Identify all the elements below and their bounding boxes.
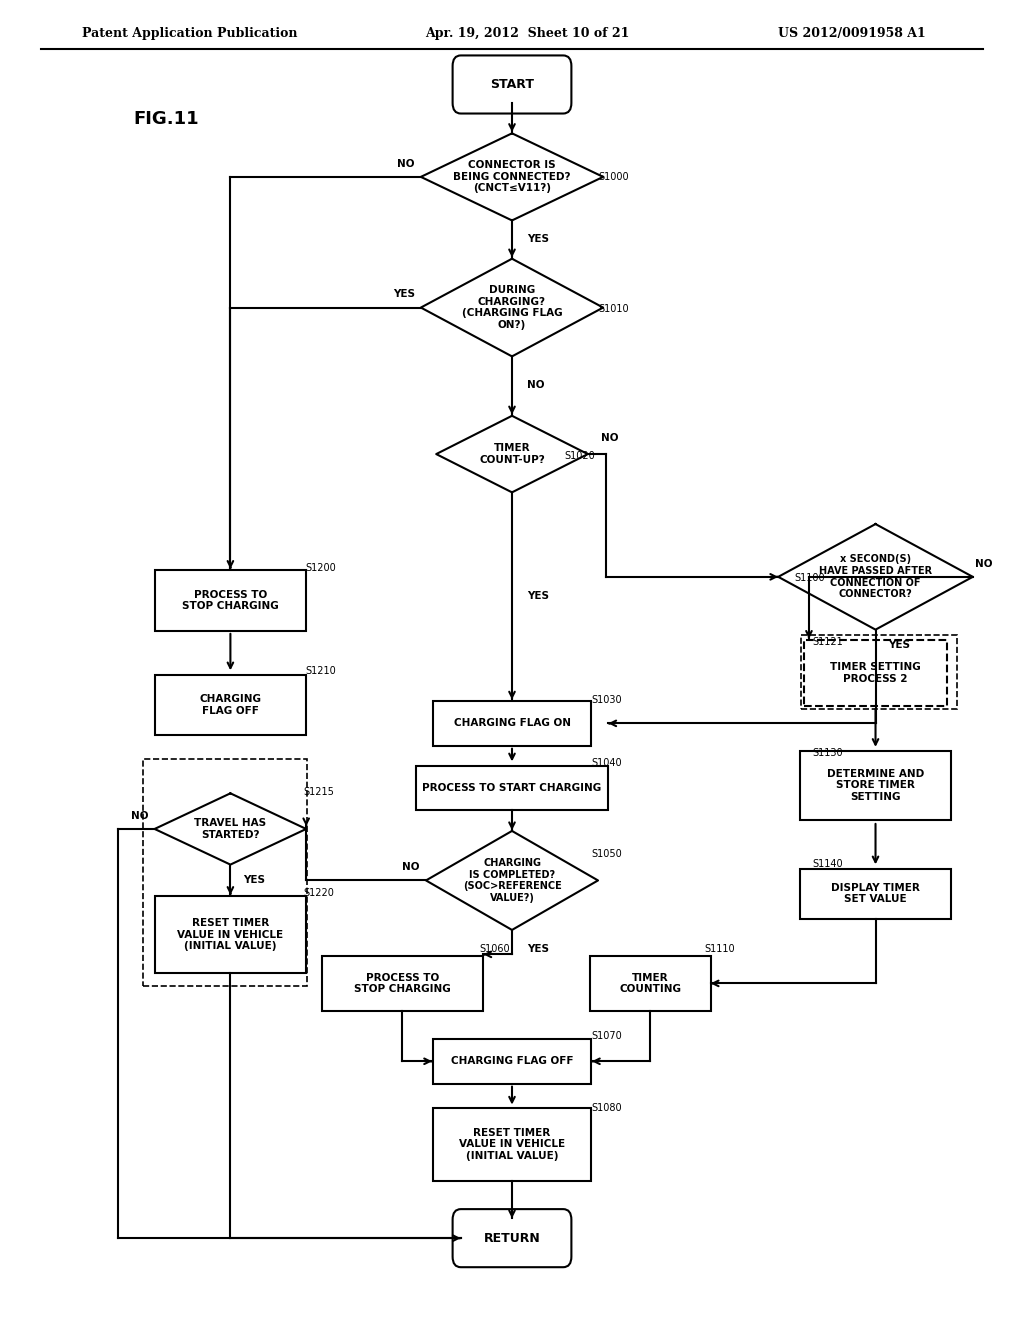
Text: NO: NO	[397, 158, 415, 169]
Text: S1080: S1080	[592, 1102, 623, 1113]
Text: DISPLAY TIMER
SET VALUE: DISPLAY TIMER SET VALUE	[831, 883, 920, 904]
Bar	[800, 751, 951, 820]
Text: START: START	[490, 78, 534, 91]
FancyBboxPatch shape	[453, 1209, 571, 1267]
Text: S1060: S1060	[479, 944, 510, 954]
Text: RETURN: RETURN	[483, 1232, 541, 1245]
Text: RESET TIMER
VALUE IN VEHICLE
(INITIAL VALUE): RESET TIMER VALUE IN VEHICLE (INITIAL VA…	[177, 917, 284, 952]
Text: NO: NO	[527, 380, 545, 391]
Bar	[155, 896, 306, 973]
Text: DURING
CHARGING?
(CHARGING FLAG
ON?): DURING CHARGING? (CHARGING FLAG ON?)	[462, 285, 562, 330]
Polygon shape	[421, 259, 603, 356]
Text: NO: NO	[975, 558, 993, 569]
Text: TIMER SETTING
PROCESS 2: TIMER SETTING PROCESS 2	[830, 663, 921, 684]
Text: S1040: S1040	[592, 758, 623, 768]
Bar	[432, 1109, 592, 1180]
Bar	[155, 570, 306, 631]
Text: S1030: S1030	[592, 694, 623, 705]
Text: PROCESS TO START CHARGING: PROCESS TO START CHARGING	[422, 783, 602, 793]
Text: Patent Application Publication: Patent Application Publication	[82, 26, 297, 40]
Text: S1000: S1000	[598, 172, 629, 182]
Polygon shape	[436, 416, 588, 492]
Text: US 2012/0091958 A1: US 2012/0091958 A1	[778, 26, 926, 40]
Text: PROCESS TO
STOP CHARGING: PROCESS TO STOP CHARGING	[354, 973, 451, 994]
Text: CHARGING
FLAG OFF: CHARGING FLAG OFF	[200, 694, 261, 715]
Text: FIG.11: FIG.11	[133, 110, 199, 128]
Text: CHARGING FLAG ON: CHARGING FLAG ON	[454, 718, 570, 729]
Bar	[416, 766, 608, 810]
Text: RESET TIMER
VALUE IN VEHICLE
(INITIAL VALUE): RESET TIMER VALUE IN VEHICLE (INITIAL VA…	[459, 1127, 565, 1162]
Polygon shape	[778, 524, 973, 630]
Text: S1070: S1070	[592, 1031, 623, 1041]
Bar	[801, 635, 957, 709]
Text: S1140: S1140	[812, 858, 843, 869]
Text: NO: NO	[600, 433, 618, 444]
Text: S1215: S1215	[303, 787, 334, 797]
Text: CONNECTOR IS
BEING CONNECTED?
(CNCT≤V11?): CONNECTOR IS BEING CONNECTED? (CNCT≤V11?…	[454, 160, 570, 194]
Text: YES: YES	[527, 591, 549, 601]
Text: YES: YES	[888, 640, 909, 651]
Bar	[804, 640, 947, 706]
Text: YES: YES	[393, 289, 415, 300]
Bar	[590, 956, 711, 1011]
Text: S1121: S1121	[812, 636, 843, 647]
FancyBboxPatch shape	[453, 55, 571, 114]
Text: DETERMINE AND
STORE TIMER
SETTING: DETERMINE AND STORE TIMER SETTING	[827, 768, 924, 803]
Polygon shape	[426, 832, 598, 929]
Text: YES: YES	[527, 234, 549, 244]
Bar	[143, 759, 307, 986]
Text: S1100: S1100	[795, 573, 825, 583]
Bar	[322, 956, 483, 1011]
Text: x SECOND(S)
HAVE PASSED AFTER
CONNECTION OF
CONNECTOR?: x SECOND(S) HAVE PASSED AFTER CONNECTION…	[819, 554, 932, 599]
Polygon shape	[155, 793, 306, 865]
Text: S1050: S1050	[592, 849, 623, 859]
Text: TIMER
COUNTING: TIMER COUNTING	[620, 973, 681, 994]
Text: PROCESS TO
STOP CHARGING: PROCESS TO STOP CHARGING	[182, 590, 279, 611]
Bar	[155, 675, 306, 735]
Bar	[800, 869, 951, 919]
Text: TRAVEL HAS
STARTED?: TRAVEL HAS STARTED?	[195, 818, 266, 840]
Text: S1020: S1020	[564, 450, 595, 461]
Text: S1110: S1110	[705, 944, 735, 954]
Text: S1130: S1130	[812, 747, 843, 758]
Text: CHARGING FLAG OFF: CHARGING FLAG OFF	[451, 1056, 573, 1067]
Text: S1220: S1220	[303, 887, 334, 898]
Polygon shape	[421, 133, 603, 220]
Text: NO: NO	[131, 810, 148, 821]
Bar	[432, 1039, 592, 1084]
Text: YES: YES	[527, 944, 549, 954]
Text: NO: NO	[402, 862, 420, 873]
Text: YES: YES	[243, 875, 264, 884]
Text: CHARGING
IS COMPLETED?
(SOC>REFERENCE
VALUE?): CHARGING IS COMPLETED? (SOC>REFERENCE VA…	[463, 858, 561, 903]
Text: S1210: S1210	[305, 665, 336, 676]
Text: S1010: S1010	[598, 304, 629, 314]
Bar	[432, 701, 592, 746]
Text: S1200: S1200	[305, 562, 336, 573]
Text: Apr. 19, 2012  Sheet 10 of 21: Apr. 19, 2012 Sheet 10 of 21	[425, 26, 630, 40]
Text: TIMER
COUNT-UP?: TIMER COUNT-UP?	[479, 444, 545, 465]
